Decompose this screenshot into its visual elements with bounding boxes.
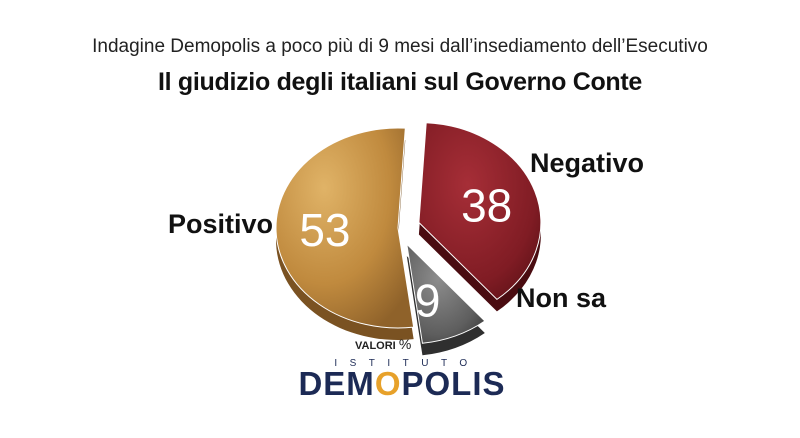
- category-label-negativo: Negativo: [530, 148, 644, 178]
- value-label-non-sa: 9: [415, 275, 441, 327]
- pie-slice-non-sa: [406, 242, 486, 344]
- pie-slice-negativo: [418, 122, 542, 301]
- chart-title: Il giudizio degli italiani sul Governo C…: [157, 68, 643, 96]
- demopolis-logo: ISTITUTO DEMOPOLIS: [282, 358, 522, 403]
- category-label-positivo: Positivo: [168, 209, 273, 239]
- logo-top-text: ISTITUTO: [334, 358, 480, 369]
- value-label-negativo: 38: [461, 179, 512, 231]
- unit-note: VALORI %: [355, 336, 411, 352]
- value-label-positivo: 53: [299, 204, 350, 256]
- unit-note-symbol: %: [398, 336, 412, 352]
- unit-note-text: VALORI: [355, 340, 396, 352]
- category-label-non-sa: Non sa: [516, 283, 607, 313]
- pie-slice-positivo: [275, 127, 415, 329]
- logo-main-text: DEMOPOLIS: [298, 365, 506, 402]
- chart-subtitle: Indagine Demopolis a poco più di 9 mesi …: [92, 36, 708, 57]
